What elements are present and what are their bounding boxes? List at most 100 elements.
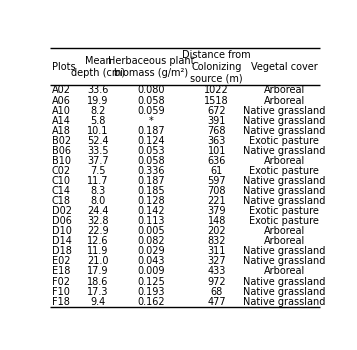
Text: D14: D14 [52, 236, 72, 246]
Text: 327: 327 [207, 257, 226, 266]
Text: B02: B02 [52, 136, 71, 146]
Text: 672: 672 [207, 106, 226, 116]
Text: F18: F18 [52, 296, 70, 307]
Text: 101: 101 [207, 146, 226, 156]
Text: B06: B06 [52, 146, 71, 156]
Text: Vegetal cover: Vegetal cover [251, 62, 318, 72]
Text: B10: B10 [52, 156, 71, 166]
Text: 202: 202 [207, 226, 226, 236]
Text: 0.336: 0.336 [137, 166, 165, 176]
Text: 0.058: 0.058 [137, 96, 165, 106]
Text: A02: A02 [52, 85, 71, 96]
Text: 311: 311 [207, 246, 226, 256]
Text: 597: 597 [207, 176, 226, 186]
Text: 0.059: 0.059 [137, 106, 165, 116]
Text: 52.4: 52.4 [87, 136, 109, 146]
Text: 832: 832 [207, 236, 226, 246]
Text: 0.142: 0.142 [137, 206, 165, 216]
Text: 17.3: 17.3 [87, 287, 109, 296]
Text: 7.5: 7.5 [90, 166, 106, 176]
Text: 0.009: 0.009 [137, 266, 165, 277]
Text: 768: 768 [207, 126, 226, 136]
Text: 32.8: 32.8 [87, 216, 109, 226]
Text: Herbaceous plant
biomass (g/m²): Herbaceous plant biomass (g/m²) [108, 56, 195, 78]
Text: D02: D02 [52, 206, 72, 216]
Text: Native grassland: Native grassland [243, 296, 326, 307]
Text: 0.043: 0.043 [137, 257, 165, 266]
Text: Native grassland: Native grassland [243, 196, 326, 206]
Text: 8.2: 8.2 [90, 106, 106, 116]
Text: 0.124: 0.124 [137, 136, 165, 146]
Text: Exotic pasture: Exotic pasture [249, 136, 319, 146]
Text: 5.8: 5.8 [90, 116, 106, 126]
Text: Arboreal: Arboreal [264, 156, 305, 166]
Text: 10.1: 10.1 [87, 126, 109, 136]
Text: 0.080: 0.080 [137, 85, 165, 96]
Text: E18: E18 [52, 266, 70, 277]
Text: A18: A18 [52, 126, 71, 136]
Text: 433: 433 [207, 266, 226, 277]
Text: 0.185: 0.185 [137, 186, 165, 196]
Text: Native grassland: Native grassland [243, 246, 326, 256]
Text: Exotic pasture: Exotic pasture [249, 216, 319, 226]
Text: 18.6: 18.6 [87, 276, 109, 287]
Text: A10: A10 [52, 106, 71, 116]
Text: Arboreal: Arboreal [264, 236, 305, 246]
Text: Native grassland: Native grassland [243, 126, 326, 136]
Text: Arboreal: Arboreal [264, 226, 305, 236]
Text: 0.113: 0.113 [137, 216, 165, 226]
Text: 37.7: 37.7 [87, 156, 109, 166]
Text: 379: 379 [207, 206, 226, 216]
Text: D18: D18 [52, 246, 72, 256]
Text: Native grassland: Native grassland [243, 106, 326, 116]
Text: E02: E02 [52, 257, 70, 266]
Text: D10: D10 [52, 226, 72, 236]
Text: 24.4: 24.4 [87, 206, 109, 216]
Text: Arboreal: Arboreal [264, 96, 305, 106]
Text: 221: 221 [207, 196, 226, 206]
Text: 477: 477 [207, 296, 226, 307]
Text: C14: C14 [52, 186, 71, 196]
Text: 12.6: 12.6 [87, 236, 109, 246]
Text: 708: 708 [207, 186, 226, 196]
Text: A14: A14 [52, 116, 71, 126]
Text: 0.187: 0.187 [137, 126, 165, 136]
Text: Native grassland: Native grassland [243, 146, 326, 156]
Text: 19.9: 19.9 [87, 96, 109, 106]
Text: Plots: Plots [52, 62, 75, 72]
Text: 0.125: 0.125 [137, 276, 165, 287]
Text: C10: C10 [52, 176, 71, 186]
Text: 0.193: 0.193 [137, 287, 165, 296]
Text: F10: F10 [52, 287, 70, 296]
Text: 33.6: 33.6 [87, 85, 109, 96]
Text: 391: 391 [207, 116, 226, 126]
Text: Native grassland: Native grassland [243, 116, 326, 126]
Text: 61: 61 [211, 166, 223, 176]
Text: Exotic pasture: Exotic pasture [249, 166, 319, 176]
Text: *: * [149, 116, 154, 126]
Text: 68: 68 [211, 287, 223, 296]
Text: 17.9: 17.9 [87, 266, 109, 277]
Text: Native grassland: Native grassland [243, 287, 326, 296]
Text: 0.058: 0.058 [137, 156, 165, 166]
Text: Native grassland: Native grassland [243, 257, 326, 266]
Text: 636: 636 [207, 156, 226, 166]
Text: 0.162: 0.162 [137, 296, 165, 307]
Text: C18: C18 [52, 196, 71, 206]
Text: 22.9: 22.9 [87, 226, 109, 236]
Text: Native grassland: Native grassland [243, 186, 326, 196]
Text: 148: 148 [207, 216, 226, 226]
Text: 0.187: 0.187 [137, 176, 165, 186]
Text: F02: F02 [52, 276, 70, 287]
Text: 1022: 1022 [204, 85, 229, 96]
Text: Arboreal: Arboreal [264, 266, 305, 277]
Text: 0.029: 0.029 [137, 246, 165, 256]
Text: Distance from
Colonizing
source (m): Distance from Colonizing source (m) [182, 50, 251, 84]
Text: 0.082: 0.082 [137, 236, 165, 246]
Text: D06: D06 [52, 216, 72, 226]
Text: Exotic pasture: Exotic pasture [249, 206, 319, 216]
Text: 8.3: 8.3 [90, 186, 106, 196]
Text: 8.0: 8.0 [90, 196, 106, 206]
Text: 9.4: 9.4 [90, 296, 106, 307]
Text: 0.128: 0.128 [137, 196, 165, 206]
